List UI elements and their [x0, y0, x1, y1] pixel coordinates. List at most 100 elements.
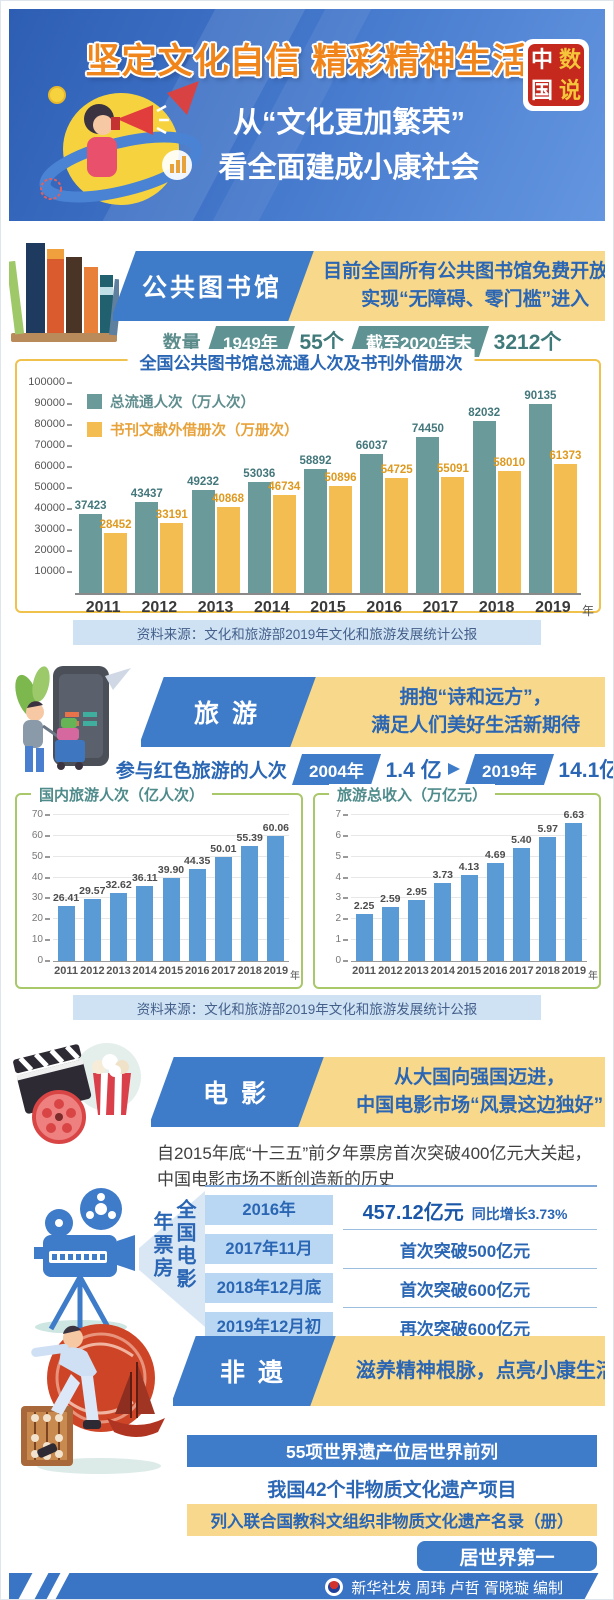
x-axis-tick: 2011 [85, 599, 121, 616]
bar-value-label: 40868 [212, 493, 245, 506]
bar [497, 471, 521, 593]
y-axis-tick: 60000 [17, 461, 72, 472]
x-axis-tick: 2018 [535, 965, 560, 977]
red-tourism-stats-row: 参与红色旅游的人次 2004年 1.4 亿 2019年 14.1亿 [116, 753, 613, 785]
legend-item: 书刊文献外借册次（万册次） [87, 419, 299, 440]
movie-section-title: 电 影 [203, 1080, 269, 1108]
page-subtitle-line2: 看全面建成小康社会 [218, 151, 480, 184]
tourism-banner-title-box: 旅 游 [141, 677, 316, 747]
library-banner-tagline-box: 目前全国所有公共图书馆免费开放， 实现“无障碍、零门槛”进入 [272, 251, 605, 321]
tourism-revenue-x-axis: 年 2011 2012 2013 2014 2015 2016 2017 2018 2019 [351, 965, 598, 982]
bar-value-label: 54725 [380, 464, 413, 477]
tourism-revenue-plot: 2.25 2.59 2.95 3.73 4.13 4.69 5.40 5.97 6.63 [351, 809, 587, 962]
legend-item: 总流通人次（万人次） [87, 391, 299, 412]
page-subtitle: 从“文化更加繁荣” 看全面建成小康社会 [189, 101, 509, 191]
bar-value-label: 58010 [493, 457, 526, 470]
bar [434, 883, 452, 961]
bar [512, 848, 530, 961]
movie-tagline-line2: 中国电影市场“风景这边独好” [356, 1095, 604, 1116]
x-axis-tick: 2019 [263, 965, 289, 977]
y-axis-tick: 4 [313, 872, 348, 883]
domestic-trips-plot: 26.41 29.57 32.62 36.11 39.90 44.35 50.01 55.39… [53, 814, 289, 962]
bar-value-label: 4.69 [484, 849, 506, 862]
x-axis-tick: 2015 [158, 965, 184, 977]
library-tagline: 目前全国所有公共图书馆免费开放， 实现“无障碍、零门槛”进入 [303, 258, 605, 313]
y-axis-tick: 10 [15, 935, 50, 945]
bar-value-label: 39.90 [157, 863, 185, 876]
movie-boxoffice-vertical-label: 全国电影 年票房 [149, 1199, 195, 1329]
tourism-tagline-line2: 满足人们美好生活新期待 [371, 715, 581, 736]
bar-value-label: 44.35 [184, 854, 211, 867]
library-tagline-line2: 实现“无障碍、零门槛”进入 [360, 289, 589, 310]
movie-illustration [13, 1043, 141, 1144]
footer-credit: 新华社发 周玮 卢哲 胥晓璇 编制 [351, 1579, 563, 1597]
x-axis-tick: 2011 [352, 965, 377, 977]
x-axis-tick: 2013 [197, 599, 234, 616]
library-banner-title-box: 公共图书馆 [113, 251, 314, 321]
x-axis-tick: 2016 [482, 965, 508, 977]
x-axis-tick: 2017 [211, 965, 236, 977]
bar [472, 420, 496, 593]
movie-banner-title-box: 电 影 [151, 1057, 324, 1127]
tourism-tagline: 拥抱“诗和远方”， 满足人们美好生活新期待 [351, 684, 580, 739]
library-stats-row: 数量 1949年 55个 截至2020年末 3212个 [121, 325, 603, 357]
y-axis-tick: 70 [15, 810, 50, 820]
x-axis-tick: 2012 [141, 599, 178, 616]
legend-swatch-teal [87, 394, 102, 409]
movie-tagline: 从大国向强国迈进， 中国电影市场“风景这边独好” [336, 1064, 603, 1119]
y-axis-tick: 1 [313, 935, 348, 945]
heritage-tagline-line: 滋养精神根脉，点亮小康生活 [356, 1359, 605, 1382]
x-axis-tick: 2013 [106, 965, 131, 977]
xinhua-logo-icon [325, 1578, 344, 1596]
x-axis-unit: 年 [588, 971, 598, 982]
bar [162, 877, 180, 961]
movie-table-rows: 2016年 457.12亿元 同比增长3.73% 2017年11月 首次突破500亿元 2… [205, 1195, 597, 1342]
abacus [21, 1406, 73, 1466]
legend-swatch-orange [87, 422, 102, 437]
heritage-fact-world-heritage: 55项世界遗产位居世界前列 [187, 1435, 597, 1467]
bar [355, 914, 373, 961]
boat [107, 1362, 165, 1437]
domestic-trips-y-axis: 0 10 20 30 40 50 60 70 [21, 810, 50, 966]
y-axis-tick: 50 [15, 851, 50, 862]
bar [385, 478, 409, 593]
heritage-banner-title-box: 非 遗 [173, 1336, 336, 1406]
footer-bar: 新华社发 周玮 卢哲 胥晓璇 编制 [9, 1573, 605, 1599]
y-axis-tick: 80000 [17, 419, 72, 430]
x-axis-tick: 2012 [80, 965, 105, 977]
x-axis-tick: 2012 [378, 965, 403, 977]
y-axis-tick: 40000 [17, 503, 72, 514]
domestic-trips-chart-title: 国内旅游人次（亿人次） [31, 784, 213, 805]
y-axis-tick: 40 [15, 872, 50, 883]
bar [57, 905, 75, 961]
bar [214, 856, 232, 961]
books-illustration [9, 243, 119, 342]
gridline [351, 855, 587, 857]
bar [565, 822, 583, 961]
x-axis-tick: 2011 [54, 965, 79, 977]
x-axis-unit: 年 [290, 971, 300, 982]
bar [360, 454, 384, 593]
gridline [53, 855, 289, 857]
heritage-fact-unesco-list: 列入联合国教科文组织非物质文化遗产名录（册） [187, 1504, 597, 1536]
movie-table-row: 2018年12月底 首次突破600亿元 [205, 1273, 597, 1303]
tourism-section-banner: 旅 游 拥抱“诗和远方”， 满足人们美好生活新期待 [141, 677, 605, 747]
bar-value-label: 50.01 [210, 842, 237, 855]
gridline [53, 876, 289, 878]
library-chart-plot: 37423 43437 49232 53036 58892 66037 74450 82032… [75, 383, 581, 595]
bar [486, 863, 504, 961]
movie-row-note: 同比增长3.73% [471, 1205, 568, 1222]
bar-value-label: 66037 [355, 440, 388, 453]
bar [381, 907, 399, 961]
bar-value-label: 58892 [299, 455, 332, 468]
bar [272, 494, 296, 593]
y-axis-tick: 7 [313, 810, 348, 820]
y-axis-tick: 10000 [17, 566, 72, 577]
bar [247, 481, 271, 593]
header-illustration [39, 81, 203, 205]
bar [539, 836, 557, 961]
bar [241, 845, 259, 961]
bar [191, 489, 215, 593]
y-axis-tick: 30 [15, 893, 50, 903]
bar [136, 885, 154, 961]
